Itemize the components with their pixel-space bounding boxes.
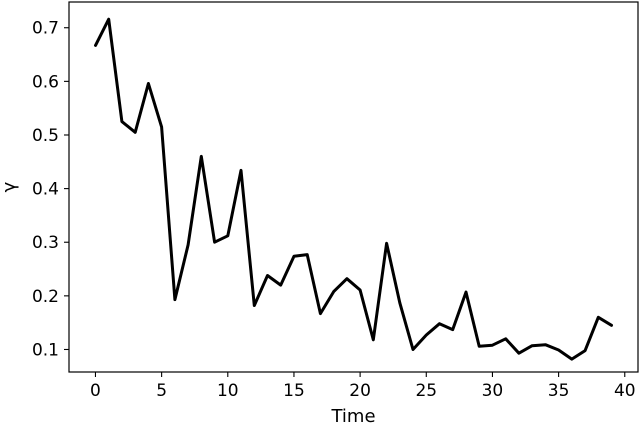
x-tick-label: 0	[90, 381, 101, 401]
x-tick-label: 40	[614, 381, 636, 401]
y-tick-label: 0.5	[32, 126, 59, 146]
x-tick-label: 30	[482, 381, 504, 401]
axes-frame	[68, 1, 639, 373]
y-axis: 0.1 0.2 0.3 0.4 0.5 0.6 0.7	[32, 19, 69, 360]
y-axis-label: γ	[0, 181, 20, 192]
x-tick-label: 35	[548, 381, 570, 401]
x-tick-label: 15	[283, 381, 305, 401]
x-tick-label: 25	[415, 381, 437, 401]
y-tick-label: 0.6	[32, 72, 59, 92]
x-axis: 0 5 10 15 20 25 30 35 40	[90, 372, 636, 401]
x-tick-label: 10	[217, 381, 239, 401]
y-tick-label: 0.7	[32, 19, 59, 39]
series-layer	[94, 17, 613, 361]
x-tick-label: 20	[349, 381, 371, 401]
series-line	[94, 17, 613, 361]
y-tick-label: 0.3	[32, 233, 59, 253]
y-tick-label: 0.1	[32, 340, 59, 360]
x-axis-label: Time	[330, 406, 375, 427]
x-tick-label: 5	[156, 381, 167, 401]
y-tick-label: 0.4	[32, 180, 59, 200]
y-tick-label: 0.2	[32, 287, 59, 307]
